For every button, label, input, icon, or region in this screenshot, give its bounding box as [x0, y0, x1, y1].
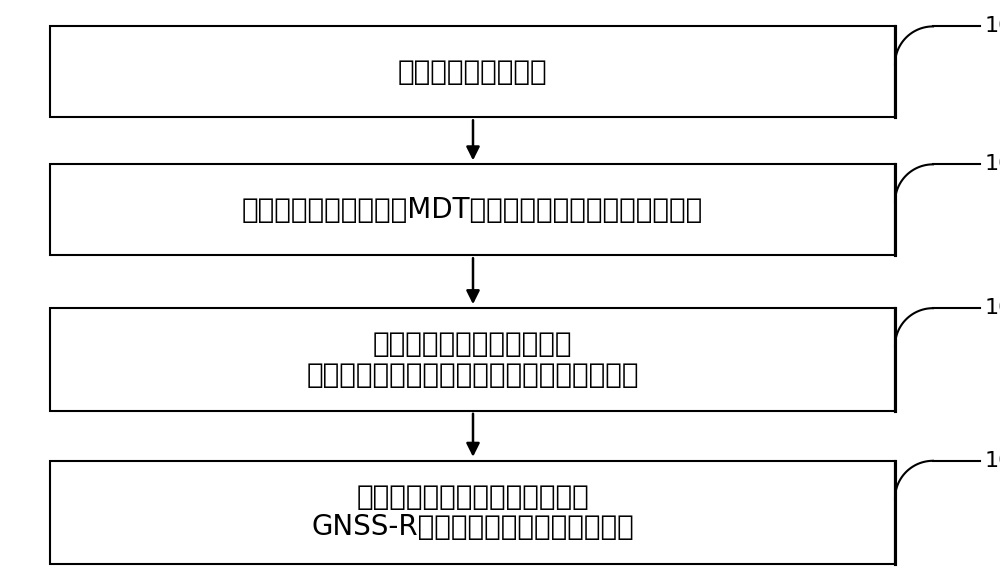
Text: GNSS-R测高反射面模型的镜面反射点: GNSS-R测高反射面模型的镜面反射点: [311, 514, 634, 541]
Bar: [50, 26, 895, 117]
Bar: [50, 461, 895, 564]
Text: 102: 102: [985, 154, 1000, 174]
Text: 对一次修正后的镜面反射点进行二次修正定位: 对一次修正后的镜面反射点进行二次修正定位: [306, 361, 639, 389]
Text: 采用卵酉分量和子午分量，: 采用卵酉分量和子午分量，: [373, 330, 572, 358]
Text: 确定初始镜面反射点: 确定初始镜面反射点: [398, 58, 547, 86]
Text: 103: 103: [985, 298, 1000, 318]
Text: 将二次修正后的镜面反射点作为: 将二次修正后的镜面反射点作为: [356, 483, 589, 511]
Text: 104: 104: [985, 451, 1000, 471]
Bar: [50, 308, 895, 411]
Bar: [50, 164, 895, 255]
Text: 采用海面平均动力地形MDT对初始镜面反射点进行修正定位: 采用海面平均动力地形MDT对初始镜面反射点进行修正定位: [242, 196, 703, 224]
Text: 101: 101: [985, 16, 1000, 36]
